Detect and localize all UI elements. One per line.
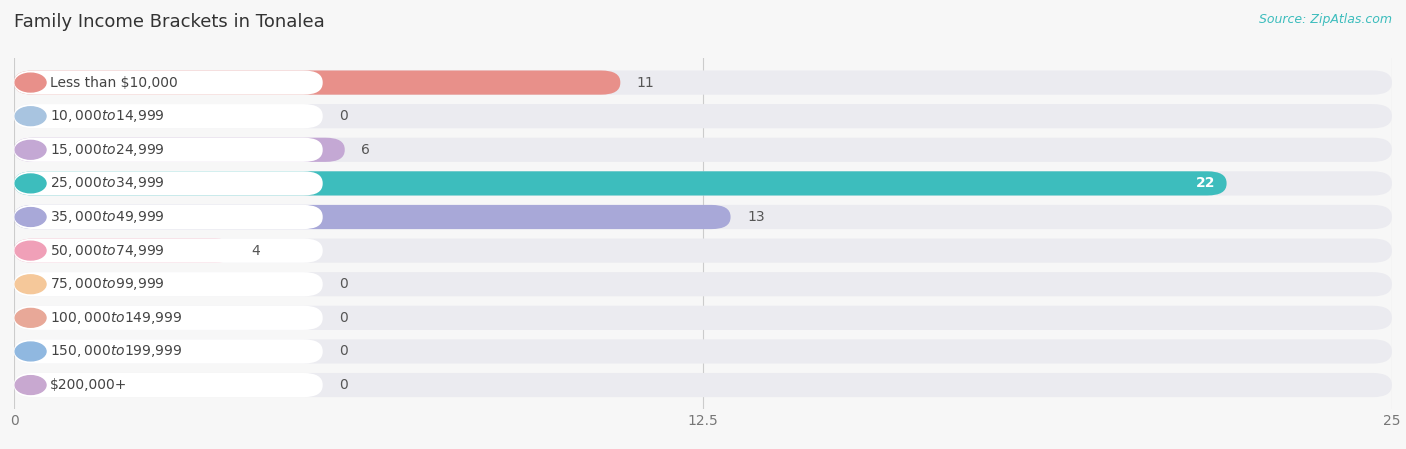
FancyBboxPatch shape [14,70,323,95]
Text: $15,000 to $24,999: $15,000 to $24,999 [49,142,165,158]
Circle shape [15,207,46,226]
Text: $35,000 to $49,999: $35,000 to $49,999 [49,209,165,225]
FancyBboxPatch shape [14,138,323,162]
Text: $200,000+: $200,000+ [49,378,128,392]
Text: 22: 22 [1197,176,1216,190]
FancyBboxPatch shape [14,306,323,330]
FancyBboxPatch shape [14,172,1226,195]
Circle shape [15,241,46,260]
Text: 0: 0 [339,277,349,291]
FancyBboxPatch shape [14,238,1392,263]
FancyBboxPatch shape [14,205,731,229]
Text: 0: 0 [339,344,349,358]
FancyBboxPatch shape [14,272,1392,296]
Text: 4: 4 [252,244,260,258]
Text: 13: 13 [747,210,765,224]
Circle shape [15,342,46,361]
Circle shape [15,73,46,92]
FancyBboxPatch shape [14,373,323,397]
Text: Family Income Brackets in Tonalea: Family Income Brackets in Tonalea [14,13,325,31]
Circle shape [15,376,46,395]
Text: 11: 11 [637,75,655,89]
FancyBboxPatch shape [14,138,1392,162]
FancyBboxPatch shape [14,70,1392,95]
FancyBboxPatch shape [14,205,323,229]
Text: $150,000 to $199,999: $150,000 to $199,999 [49,343,183,360]
Circle shape [15,174,46,193]
FancyBboxPatch shape [14,138,344,162]
Text: $10,000 to $14,999: $10,000 to $14,999 [49,108,165,124]
Circle shape [15,275,46,294]
FancyBboxPatch shape [14,373,1392,397]
Text: 0: 0 [339,378,349,392]
Text: Source: ZipAtlas.com: Source: ZipAtlas.com [1258,13,1392,26]
FancyBboxPatch shape [14,172,1392,195]
FancyBboxPatch shape [14,104,323,128]
Circle shape [15,308,46,327]
Text: 0: 0 [339,109,349,123]
Text: 6: 6 [361,143,370,157]
FancyBboxPatch shape [14,339,1392,364]
Text: $50,000 to $74,999: $50,000 to $74,999 [49,242,165,259]
FancyBboxPatch shape [14,238,235,263]
FancyBboxPatch shape [14,172,323,195]
FancyBboxPatch shape [14,104,1392,128]
FancyBboxPatch shape [14,205,1392,229]
FancyBboxPatch shape [14,306,1392,330]
Circle shape [15,107,46,126]
FancyBboxPatch shape [14,70,620,95]
FancyBboxPatch shape [14,272,323,296]
Circle shape [15,141,46,159]
Text: $100,000 to $149,999: $100,000 to $149,999 [49,310,183,326]
Text: Less than $10,000: Less than $10,000 [49,75,177,89]
Text: $75,000 to $99,999: $75,000 to $99,999 [49,276,165,292]
Text: 0: 0 [339,311,349,325]
Text: $25,000 to $34,999: $25,000 to $34,999 [49,176,165,191]
FancyBboxPatch shape [14,339,323,364]
FancyBboxPatch shape [14,238,323,263]
